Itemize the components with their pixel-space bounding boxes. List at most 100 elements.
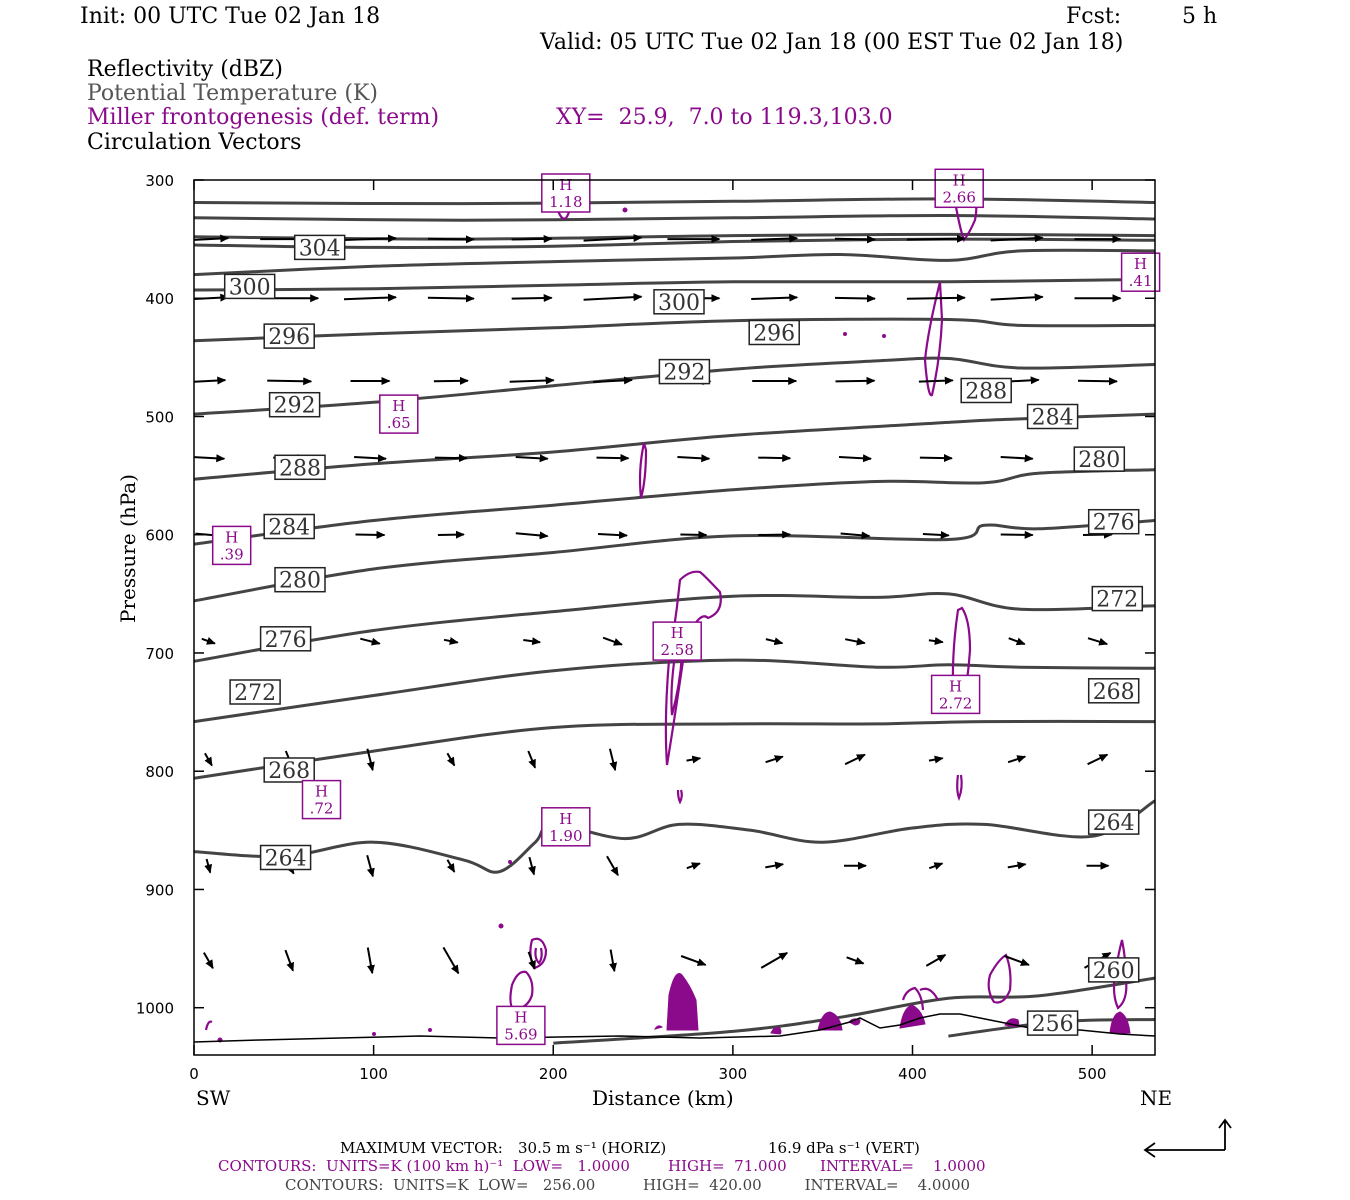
theta-contour-320 — [194, 197, 1155, 206]
circulation-vector — [1000, 530, 1034, 539]
theta-label-box — [1026, 403, 1079, 430]
frontogenesis-max-value: .65 — [387, 414, 411, 432]
circulation-vector — [527, 750, 537, 769]
circulation-vector — [442, 946, 460, 975]
circulation-vector — [343, 293, 397, 302]
circulation-vector — [680, 530, 708, 539]
circulation-vector — [1004, 955, 1030, 966]
theta-label-text: 272 — [234, 681, 276, 706]
circulation-vector — [751, 293, 799, 302]
frontogenesis-max-box — [930, 674, 981, 715]
circulation-vector — [928, 637, 944, 645]
theta-label-box — [653, 289, 705, 315]
circulation-vector — [437, 530, 465, 539]
circulation-vector — [366, 854, 375, 878]
circulation-vector — [443, 637, 459, 645]
circulation-vector — [284, 949, 294, 972]
plot-frame — [193, 179, 1156, 1056]
circulation-vector — [609, 949, 617, 973]
x-tick-label: 500 — [1078, 1065, 1107, 1083]
frontogenesis-max-value: 2.72 — [939, 694, 972, 712]
theta-label-text: 296 — [268, 325, 310, 350]
theta-label-box — [1026, 1010, 1079, 1036]
theta-contour-300 — [194, 277, 1155, 292]
theta-contour-308 — [194, 237, 1155, 249]
circulation-vector — [925, 954, 947, 967]
circulation-vector — [1007, 861, 1027, 870]
circulation-vector — [765, 861, 785, 870]
circulation-vector — [597, 531, 628, 540]
theta-label-box — [268, 391, 321, 418]
frontogenesis-max-letter: H — [1134, 255, 1147, 273]
frontogenesis-max-value: .72 — [310, 800, 334, 818]
legend-theta: Potential Temperature (K) — [87, 81, 378, 106]
circulation-vector — [919, 454, 953, 463]
theta-contour-288 — [194, 412, 1155, 481]
circulation-vector — [922, 530, 950, 539]
frontogenesis-max-letter: H — [225, 528, 238, 546]
theta-contour-268 — [194, 719, 1155, 780]
frontogenesis-max-box — [211, 525, 252, 566]
circulation-vector — [354, 454, 387, 463]
x-tick-label: 0 — [189, 1065, 199, 1083]
frontogenesis-max-value: .39 — [220, 545, 244, 563]
circulation-vector — [360, 637, 381, 646]
theta-label-box — [263, 323, 315, 349]
circulation-vector — [906, 234, 966, 243]
theta-label-text: 264 — [1093, 811, 1135, 836]
theta-label-box — [293, 234, 346, 261]
theta-label-box — [1087, 508, 1140, 535]
frontogenesis-max-value: 2.66 — [942, 188, 975, 206]
contours-theta-info: CONTOURS: UNITS=K LOW= 256.00 HIGH= 420.… — [285, 1176, 971, 1194]
circulation-vector — [204, 752, 213, 767]
circulation-vector — [835, 376, 876, 385]
circulation-vector — [840, 531, 871, 540]
theta-contour-292 — [194, 356, 1155, 416]
circulation-vector — [602, 636, 623, 646]
forecast-hour: 5 h — [1182, 4, 1218, 29]
theta-label-text: 280 — [279, 569, 321, 594]
theta-label-box — [1087, 957, 1140, 983]
circulation-vector — [758, 454, 792, 463]
x-tick-label: 200 — [539, 1065, 568, 1083]
circulation-vector — [990, 293, 1044, 302]
theta-label-box — [229, 679, 281, 705]
frontogenesis-max-value: 2.58 — [660, 641, 693, 659]
frontogenesis-max-labels: H1.18H2.66H.41H.65H.39H2.58H2.72H.72H1.9… — [211, 168, 1161, 1046]
frontogenesis-max-letter: H — [671, 624, 684, 642]
valid-time: Valid: 05 UTC Tue 02 Jan 18 (00 EST Tue … — [540, 30, 1124, 55]
frontogenesis-max-box — [496, 1005, 546, 1046]
x-tick-label: 100 — [359, 1065, 388, 1083]
y-tick-label: 1000 — [136, 1000, 174, 1018]
theta-label-text: 284 — [1032, 406, 1074, 431]
theta-label-text: 272 — [1096, 588, 1138, 613]
frontogenesis-max-letter: H — [514, 1008, 527, 1026]
circulation-vector — [596, 454, 630, 463]
circulation-vector — [680, 955, 707, 966]
theta-label-text: 268 — [268, 759, 310, 784]
y-tick-label: 400 — [145, 290, 174, 308]
y-tick-label: 900 — [145, 881, 174, 899]
x-tick-label: 300 — [719, 1065, 748, 1083]
theta-label-box — [259, 844, 312, 871]
legend-frontogenesis: Miller frontogenesis (def. term) — [87, 105, 440, 130]
frontogenesis-max-letter: H — [559, 176, 572, 194]
y-axis-label: Pressure (hPa) — [116, 474, 140, 623]
theta-label-box — [223, 273, 276, 300]
circulation-vector — [355, 530, 386, 539]
y-tick-label: 500 — [145, 408, 174, 426]
circulation-vector — [845, 637, 866, 646]
circulation-vector — [528, 856, 536, 876]
theta-label-box — [1091, 585, 1144, 612]
x-axis-label: Distance (km) — [592, 1086, 734, 1110]
circulation-vector — [1077, 377, 1118, 386]
max-vector-horiz: 30.5 m s⁻¹ (HORIZ) — [518, 1139, 667, 1157]
theta-label-box — [748, 319, 800, 346]
init-time: Init: 00 UTC Tue 02 Jan 18 — [80, 4, 381, 29]
x-tick-label: 400 — [898, 1065, 927, 1083]
theta-label-box — [658, 358, 711, 385]
theta-label-box — [274, 566, 326, 593]
circulation-vector — [751, 234, 799, 243]
theta-contour-260 — [553, 976, 1155, 1045]
